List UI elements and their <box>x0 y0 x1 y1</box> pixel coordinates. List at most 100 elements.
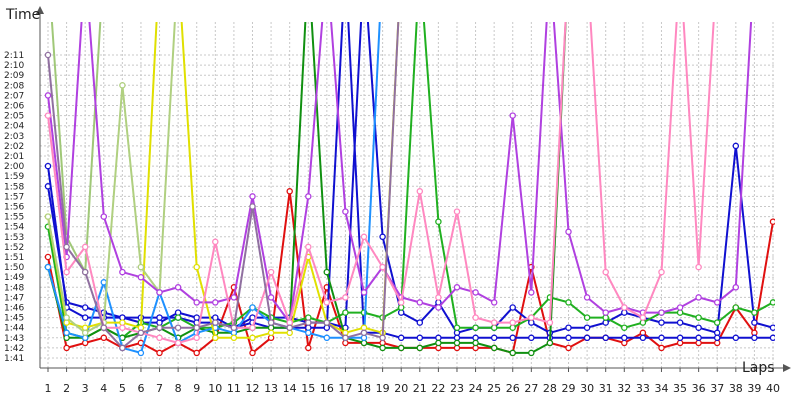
x-tick-label: 14 <box>283 382 297 395</box>
x-tick-label: 3 <box>82 382 89 395</box>
data-point <box>63 329 70 337</box>
data-point <box>305 319 312 326</box>
x-tick-label: 6 <box>137 382 144 395</box>
data-point <box>267 324 275 331</box>
x-tick-label: 2 <box>63 382 70 395</box>
data-point <box>193 334 200 342</box>
data-point <box>212 334 219 342</box>
data-point <box>230 294 238 301</box>
data-point <box>286 324 293 331</box>
data-point <box>695 314 702 321</box>
data-point <box>490 344 498 352</box>
data-point <box>509 319 516 326</box>
data-point <box>751 334 758 342</box>
data-point <box>732 142 740 150</box>
data-point <box>435 218 442 225</box>
y-tick-label: 2:00 <box>4 162 24 172</box>
data-point <box>713 299 721 306</box>
x-tick-label: 24 <box>469 382 483 395</box>
series-layer <box>44 22 775 357</box>
data-point <box>100 213 108 220</box>
data-point <box>44 51 52 59</box>
data-point <box>751 309 758 316</box>
data-point <box>453 208 461 215</box>
x-axis-arrow <box>783 364 791 372</box>
data-point <box>397 304 405 311</box>
data-point <box>81 339 89 347</box>
data-point <box>44 112 52 119</box>
data-point <box>100 279 108 286</box>
data-point <box>583 314 591 321</box>
x-tick-label: 16 <box>320 382 334 395</box>
series-1 <box>44 188 775 357</box>
data-point <box>621 339 628 347</box>
y-tick-label: 1:49 <box>4 273 24 283</box>
data-point <box>435 339 442 347</box>
data-point <box>174 324 182 331</box>
x-tick-label: 12 <box>245 382 259 395</box>
series-line <box>47 22 400 349</box>
y-tick-label: 1:57 <box>4 192 24 202</box>
series-11 <box>44 22 715 347</box>
x-tick-label: 33 <box>636 382 650 395</box>
data-point <box>342 309 349 316</box>
data-point <box>472 324 479 331</box>
x-tick-label: 21 <box>413 382 427 395</box>
y-tick-label: 1:53 <box>4 233 24 243</box>
data-point <box>379 263 386 271</box>
data-point <box>119 324 126 331</box>
data-point <box>249 304 256 311</box>
data-point <box>342 208 349 215</box>
data-point <box>658 334 665 342</box>
x-tick-label: 27 <box>524 382 538 395</box>
data-point <box>249 203 256 210</box>
data-point <box>63 268 70 276</box>
data-point <box>658 268 665 276</box>
data-point <box>230 324 238 331</box>
data-point <box>695 334 702 342</box>
data-point <box>583 294 591 301</box>
data-point <box>137 273 145 281</box>
y-tick-label: 1:43 <box>4 334 24 344</box>
y-tick-label: 1:55 <box>4 213 24 223</box>
data-point <box>305 193 312 200</box>
y-tick-label: 2:04 <box>4 122 24 132</box>
data-point <box>472 339 479 347</box>
data-point <box>509 349 516 357</box>
data-point <box>565 324 572 331</box>
y-tick-label: 2:06 <box>4 102 24 112</box>
x-tick-label: 17 <box>338 382 352 395</box>
data-point <box>639 314 647 321</box>
y-tick-label: 2:09 <box>4 71 24 81</box>
data-point <box>658 309 665 316</box>
data-point <box>305 344 312 352</box>
y-tick-label: 1:45 <box>4 314 24 324</box>
data-point <box>453 334 461 342</box>
data-point <box>360 329 368 337</box>
data-point <box>416 188 424 195</box>
data-point <box>565 228 572 236</box>
x-tick-label: 11 <box>227 382 241 395</box>
x-tick-label: 37 <box>710 382 724 395</box>
data-point <box>509 112 516 119</box>
x-tick-label: 29 <box>562 382 576 395</box>
data-point <box>397 309 405 316</box>
y-tick-label: 2:08 <box>4 81 24 91</box>
data-point <box>472 334 479 342</box>
x-tick-label: 18 <box>357 382 371 395</box>
data-point <box>751 319 758 326</box>
data-point <box>286 188 293 195</box>
x-tick-label: 38 <box>729 382 743 395</box>
data-point <box>621 334 628 342</box>
grid-layer <box>40 22 775 368</box>
data-point <box>583 334 591 342</box>
data-point <box>137 349 145 357</box>
data-point <box>193 299 200 306</box>
data-point <box>565 299 572 306</box>
data-point <box>732 304 740 311</box>
data-point <box>249 324 256 331</box>
y-tick-label: 2:03 <box>4 132 24 142</box>
data-point <box>81 304 89 311</box>
y-tick-label: 1:50 <box>4 263 24 273</box>
data-point <box>81 268 89 276</box>
